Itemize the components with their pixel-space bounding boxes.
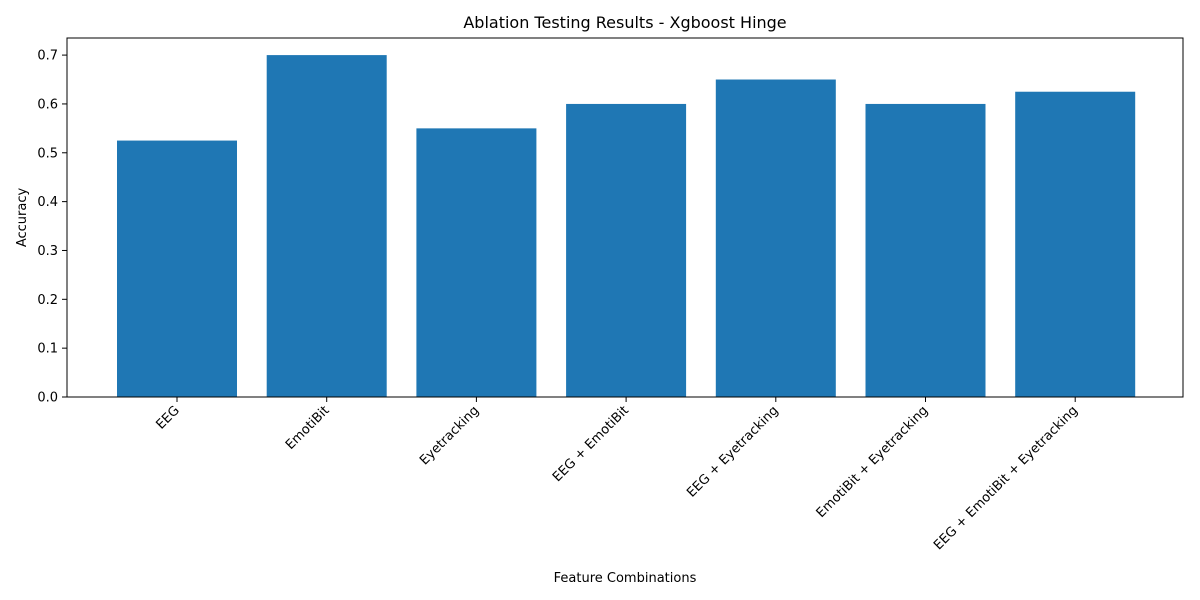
y-tick-label: 0.0	[37, 391, 58, 406]
y-tick-label: 0.4	[37, 195, 58, 210]
bar-4	[715, 79, 836, 398]
x-tick-label: EmotiBit	[283, 403, 333, 453]
bar-1	[266, 55, 387, 397]
y-tick-label: 0.1	[37, 342, 58, 357]
bar-0	[117, 140, 237, 398]
x-tick-label: EEG	[153, 403, 182, 432]
bars-group	[117, 55, 1136, 398]
y-axis-label: Accuracy	[15, 188, 30, 248]
y-axis: 0.0 0.1 0.2 0.3 0.4 0.5 0.6 0.7	[37, 49, 67, 406]
y-tick-label: 0.6	[37, 97, 58, 112]
bar-5	[865, 103, 986, 397]
y-tick-label: 0.5	[37, 146, 58, 161]
y-tick-label: 0.7	[37, 49, 58, 64]
bar-2	[416, 128, 537, 398]
y-tick-label: 0.3	[37, 244, 58, 259]
x-tick-label: EmotiBit + Eyetracking	[814, 403, 932, 521]
x-tick-label: EEG + EmotiBit	[550, 403, 632, 485]
y-tick-label: 0.2	[37, 293, 58, 308]
x-tick-label: EEG + EmotiBit + Eyetracking	[931, 403, 1081, 553]
x-tick-label: Eyetracking	[417, 403, 482, 468]
bar-3	[566, 103, 687, 397]
bar-6	[1015, 91, 1136, 397]
x-tick-label: EEG + Eyetracking	[684, 403, 781, 500]
chart-title: Ablation Testing Results - Xgboost Hinge	[463, 13, 786, 32]
plot-frame	[66, 37, 1184, 398]
x-axis: EEG EmotiBit Eyetracking EEG + EmotiBit EEG …	[153, 397, 1081, 553]
x-axis-label: Feature Combinations	[554, 571, 697, 586]
